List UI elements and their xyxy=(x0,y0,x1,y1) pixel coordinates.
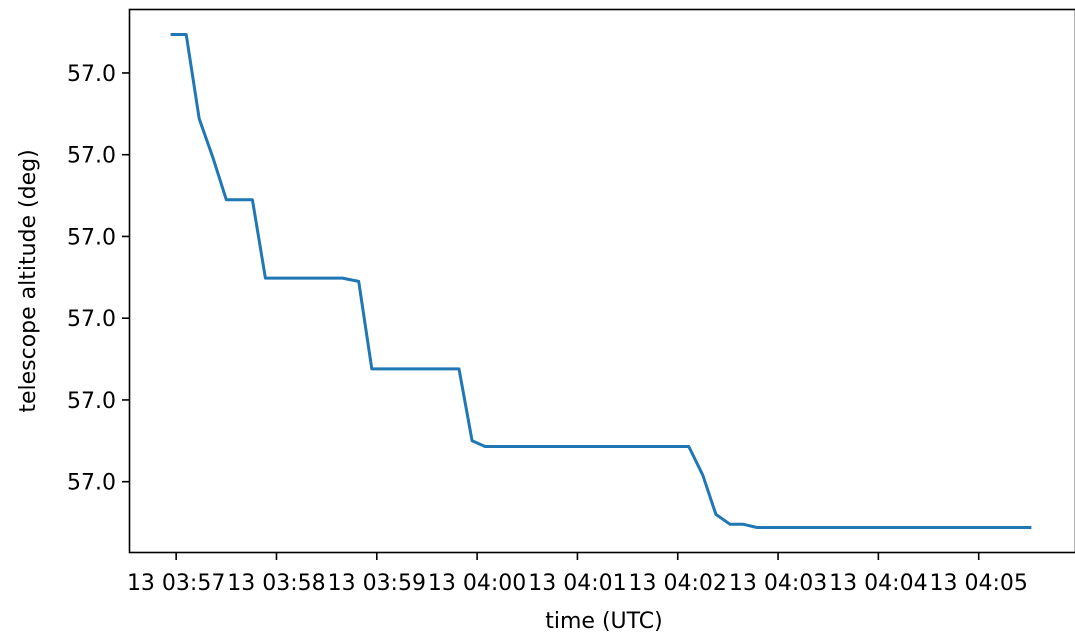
y-axis: 57.0 57.0 57.0 57.0 57.0 57.0 xyxy=(67,62,130,496)
y-tick-label: 57.0 xyxy=(67,225,116,250)
x-tick-label: 13 04:05 xyxy=(929,571,1027,596)
y-tick-label: 57.0 xyxy=(67,62,116,87)
x-tick-label: 13 03:59 xyxy=(328,571,426,596)
y-axis-label: telescope altitude (deg) xyxy=(16,149,41,412)
plot-frame xyxy=(128,8,1075,554)
x-tick-label: 13 04:02 xyxy=(629,571,727,596)
x-axis-label: time (UTC) xyxy=(545,609,662,634)
x-tick-label: 13 04:03 xyxy=(729,571,827,596)
x-tick-label: 13 03:58 xyxy=(227,571,325,596)
series-layer xyxy=(170,33,1032,529)
series-line-1 xyxy=(170,33,1032,529)
x-tick-label: 13 04:00 xyxy=(428,571,526,596)
x-axis: 13 03:57 13 03:58 13 03:59 13 04:00 13 04:01… xyxy=(127,552,1028,596)
y-tick-label: 57.0 xyxy=(67,389,116,414)
y-tick-label: 57.0 xyxy=(67,144,116,169)
y-tick-label: 57.0 xyxy=(67,471,116,496)
x-tick-label: 13 03:57 xyxy=(127,571,225,596)
y-tick-label: 57.0 xyxy=(67,307,116,332)
x-tick-label: 13 04:01 xyxy=(528,571,626,596)
x-tick-label: 13 04:04 xyxy=(829,571,927,596)
